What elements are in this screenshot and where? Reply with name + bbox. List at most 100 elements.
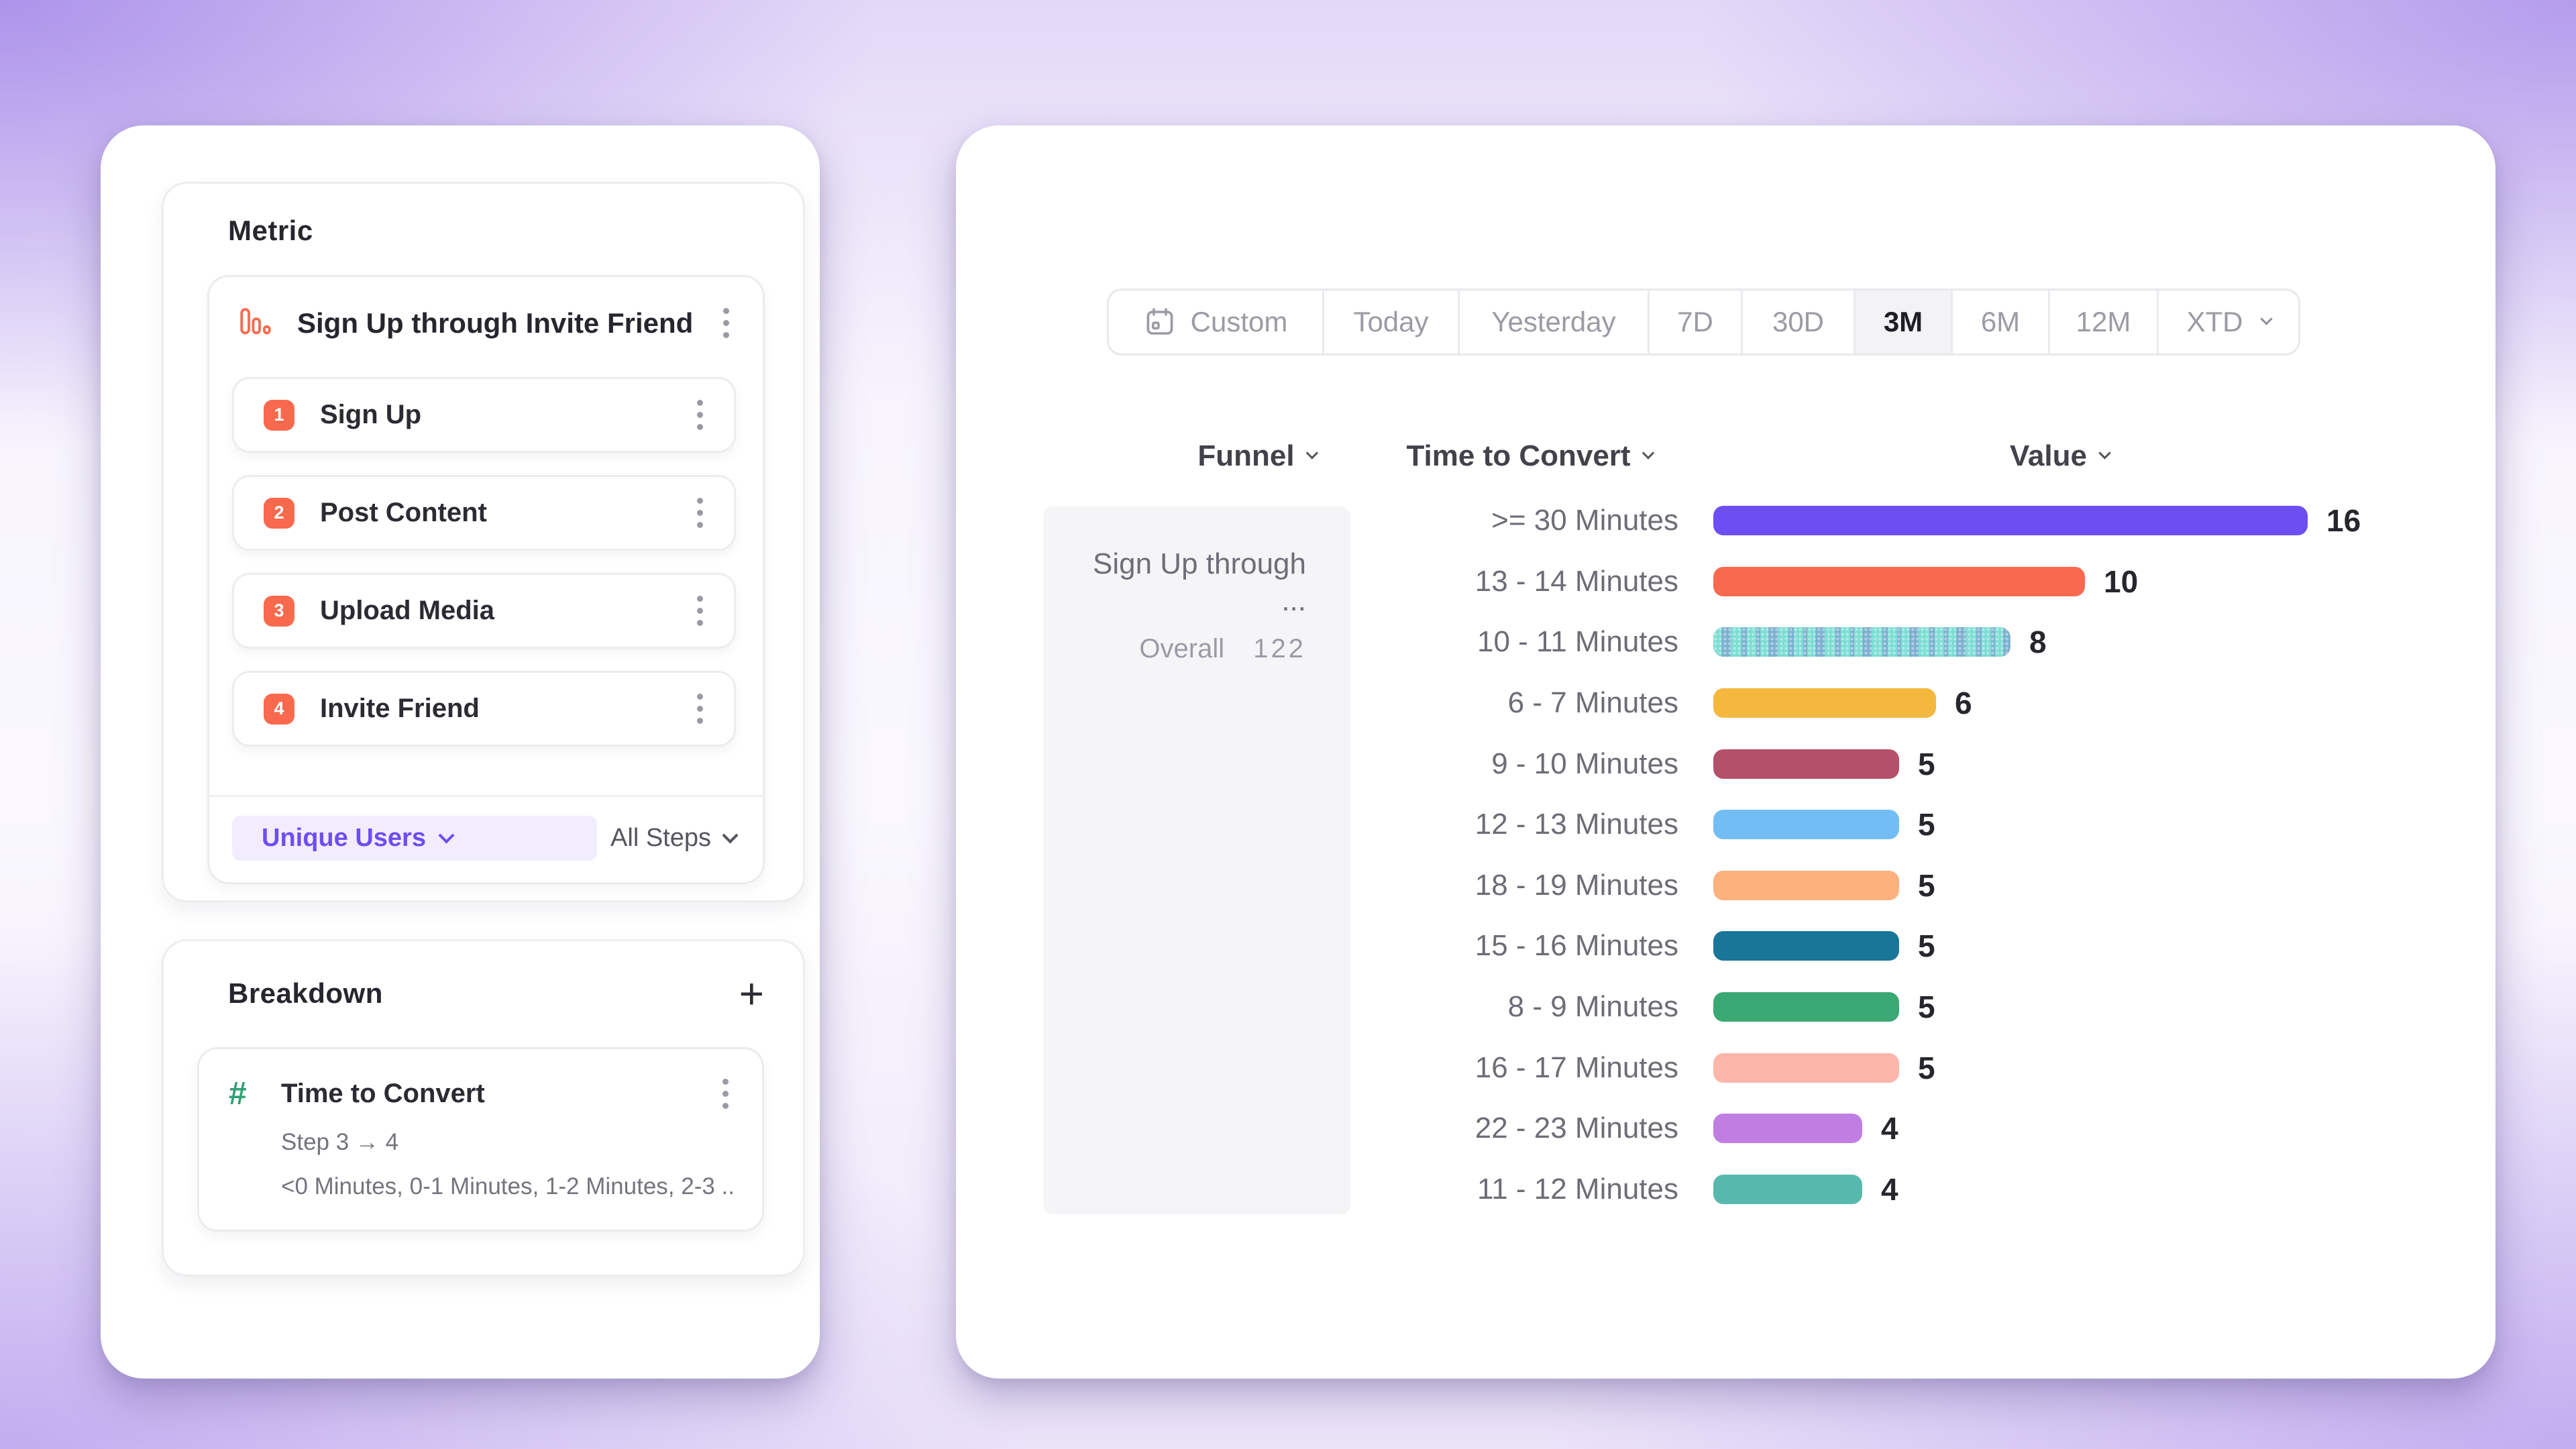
chevron-down-icon (722, 827, 739, 844)
date-range-option-xtd[interactable]: XTD (2157, 290, 2298, 354)
query-builder-panel: Metric Sign Up through Invite Friend 1 Si… (101, 125, 820, 1379)
date-range-option-custom[interactable]: Custom (1109, 290, 1322, 354)
value-bar[interactable] (1713, 870, 1899, 900)
date-range-selector: Custom Today Yesterday 7D 30D 3M 6M 12M XTD (1107, 288, 2300, 356)
steps-scope-label: All Steps (610, 824, 711, 852)
kebab-menu-icon[interactable] (690, 494, 710, 532)
date-range-option-7d[interactable]: 7D (1648, 290, 1741, 354)
row-label: >= 30 Minutes (1491, 504, 1678, 537)
kebab-menu-icon[interactable] (716, 1075, 735, 1113)
chevron-down-icon (438, 827, 455, 844)
breakdown-property-row: # Time to Convert (229, 1075, 735, 1113)
report-panel: Custom Today Yesterday 7D 30D 3M 6M 12M XTD Funn… (956, 125, 2496, 1379)
steps-scope-dropdown[interactable]: All Steps (610, 824, 739, 853)
chevron-down-icon (1642, 446, 1655, 460)
funnel-step[interactable]: 4 Invite Friend (232, 671, 736, 747)
row-value: 5 (1918, 867, 1935, 903)
row-label: 18 - 19 Minutes (1474, 868, 1678, 902)
value-bar[interactable] (1713, 1114, 1862, 1144)
value-bar[interactable] (1713, 992, 1899, 1022)
chart-row: 8 - 9 Minutes 5 (1389, 977, 2489, 1038)
row-value: 16 (2326, 503, 2361, 539)
row-value: 5 (1918, 928, 1935, 964)
date-range-label: Custom (1190, 306, 1288, 337)
row-label: 9 - 10 Minutes (1491, 747, 1678, 780)
row-value: 5 (1918, 989, 1935, 1025)
column-header-time-to-convert[interactable]: Time to Convert (1406, 439, 1655, 473)
chart-row: 22 - 23 Minutes 4 (1389, 1098, 2489, 1159)
step-number-badge: 4 (264, 693, 294, 724)
step-label: Upload Media (320, 596, 495, 625)
row-label: 10 - 11 Minutes (1477, 625, 1678, 659)
overall-value: 122 (1253, 634, 1306, 663)
column-header-value[interactable]: Value (2010, 439, 2111, 473)
date-range-label: 3M (1883, 306, 1923, 337)
step-number-badge: 1 (264, 399, 294, 431)
kebab-menu-icon[interactable] (690, 690, 710, 728)
row-label: 15 - 16 Minutes (1474, 929, 1678, 963)
column-header-label: Time to Convert (1406, 439, 1631, 472)
step-label: Post Content (320, 498, 487, 527)
date-range-label: 12M (2076, 306, 2131, 337)
date-range-option-today[interactable]: Today (1322, 290, 1458, 354)
counting-method-dropdown[interactable]: Unique Users (232, 816, 597, 861)
row-label: 13 - 14 Minutes (1474, 564, 1678, 598)
value-bar[interactable] (1713, 931, 1899, 961)
date-range-option-12m[interactable]: 12M (2048, 290, 2157, 354)
breakdown-header: Breakdown + (164, 972, 803, 1015)
row-value: 8 (2029, 625, 2047, 660)
column-header-label: Funnel (1197, 439, 1295, 472)
chart-row: >= 30 Minutes 16 (1389, 490, 2489, 551)
row-value: 10 (2104, 564, 2139, 599)
chart-row: 15 - 16 Minutes 5 (1389, 916, 2489, 977)
value-bar[interactable] (1713, 810, 1899, 840)
date-range-option-3m[interactable]: 3M (1854, 290, 1951, 354)
chart-row: 13 - 14 Minutes 10 (1389, 551, 2489, 612)
column-header-funnel[interactable]: Funnel (1197, 439, 1319, 473)
value-bar[interactable] (1713, 506, 2308, 536)
breakdown-buckets-preview: <0 Minutes, 0-1 Minutes, 1-2 Minutes, 2-… (281, 1173, 735, 1199)
value-bar[interactable] (1713, 627, 2010, 657)
date-range-label: Yesterday (1491, 306, 1616, 337)
value-bar[interactable] (1713, 566, 2085, 596)
funnel-cell[interactable]: Sign Up through ... Overall 122 (1043, 506, 1350, 1214)
counting-method-label: Unique Users (262, 824, 426, 852)
kebab-menu-icon[interactable] (690, 592, 710, 630)
chart-rows: >= 30 Minutes 16 13 - 14 Minutes 10 10 - 11 … (1389, 490, 2489, 1220)
metric-heading: Metric (228, 215, 313, 246)
value-bar[interactable] (1713, 688, 1936, 718)
row-label: 12 - 13 Minutes (1474, 808, 1678, 841)
metric-section: Metric Sign Up through Invite Friend 1 Si… (162, 182, 805, 902)
row-value: 5 (1918, 807, 1935, 843)
value-bar[interactable] (1713, 749, 1899, 779)
date-range-label: Today (1353, 306, 1429, 337)
kebab-menu-icon[interactable] (716, 304, 736, 342)
date-range-label: 30D (1772, 306, 1825, 337)
date-range-option-yesterday[interactable]: Yesterday (1458, 290, 1648, 354)
add-breakdown-button[interactable]: + (739, 969, 764, 1018)
column-header-label: Value (2010, 439, 2087, 472)
chevron-down-icon (2259, 312, 2273, 325)
funnel-steps-list: 1 Sign Up 2 Post Content 3 Upload Media 4 Invit… (232, 377, 736, 747)
row-label: 22 - 23 Minutes (1474, 1112, 1678, 1145)
value-bar[interactable] (1713, 1174, 1862, 1204)
chevron-down-icon (2098, 446, 2111, 460)
row-value: 5 (1918, 746, 1935, 782)
funnel-chart-icon (238, 306, 273, 341)
date-range-option-6m[interactable]: 6M (1951, 290, 2048, 354)
row-label: 8 - 9 Minutes (1507, 990, 1678, 1024)
funnel-step[interactable]: 2 Post Content (232, 475, 736, 551)
chevron-down-icon (1305, 446, 1319, 460)
value-bar[interactable] (1713, 1053, 1899, 1083)
date-range-label: 6M (1980, 306, 2021, 337)
funnel-step[interactable]: 3 Upload Media (232, 573, 736, 649)
overall-label: Overall (1139, 634, 1225, 663)
date-range-label: 7D (1677, 306, 1713, 337)
chart-row: 16 - 17 Minutes 5 (1389, 1037, 2489, 1098)
kebab-menu-icon[interactable] (690, 396, 710, 434)
step-number-badge: 3 (264, 595, 294, 627)
date-range-option-30d[interactable]: 30D (1741, 290, 1854, 354)
funnel-step[interactable]: 1 Sign Up (232, 377, 736, 453)
chart-row: 11 - 12 Minutes 4 (1389, 1159, 2489, 1220)
